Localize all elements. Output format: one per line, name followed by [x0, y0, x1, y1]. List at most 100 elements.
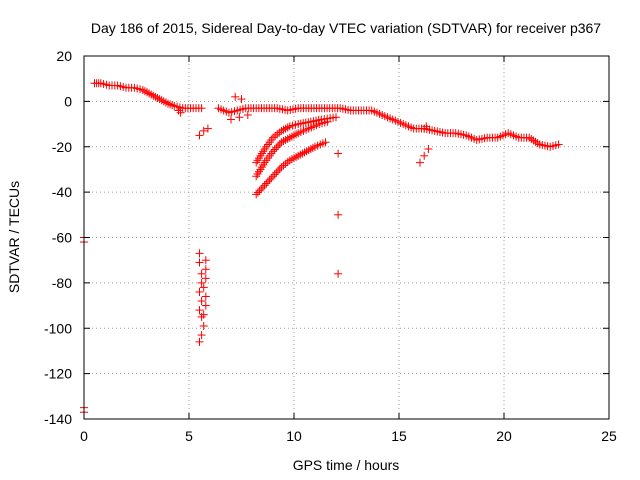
data-point [195, 249, 204, 258]
y-tick-label: 0 [64, 93, 72, 109]
data-point-fill [272, 168, 281, 177]
data-point [195, 287, 204, 296]
data-point-fill [259, 147, 268, 156]
data-point [155, 95, 164, 104]
data-point-fill [145, 89, 154, 98]
data-points [80, 79, 563, 417]
data-point-fill [298, 149, 307, 158]
data-point [243, 110, 252, 119]
data-point-fill [238, 104, 247, 113]
data-point-fill [153, 93, 162, 102]
data-point [277, 138, 286, 147]
data-point-fill [166, 100, 175, 109]
data-point-fill [491, 133, 500, 142]
data-point-fill [531, 137, 540, 146]
data-point-fill [512, 132, 521, 141]
data-point-fill [255, 186, 264, 195]
data-point-fill [283, 158, 292, 167]
x-tick-label: 5 [185, 428, 193, 444]
data-point-fill [527, 135, 536, 144]
data-point [201, 301, 210, 310]
data-point [201, 265, 210, 274]
data-point-fill [290, 154, 298, 163]
data-point-fill [270, 104, 279, 113]
data-point-fill [102, 80, 111, 89]
data-point-fill [470, 134, 479, 143]
data-point [334, 149, 343, 158]
y-tick-label: -80 [52, 275, 72, 291]
data-point-fill [287, 132, 296, 141]
data-point-fill [396, 118, 405, 127]
data-point-fill [265, 175, 274, 184]
data-point-fill [306, 145, 315, 154]
data-point [176, 108, 185, 117]
data-point-fill [263, 177, 272, 186]
data-point-fill [281, 124, 290, 133]
data-point-fill [344, 105, 353, 114]
data-point [199, 283, 208, 292]
data-point-fill [149, 91, 158, 100]
data-point [334, 210, 343, 219]
data-point-fill [308, 143, 317, 152]
data-point-fill [270, 170, 279, 179]
data-point [197, 331, 206, 340]
data-point [201, 274, 210, 283]
data-point-fill [291, 120, 300, 129]
data-point-fill [386, 114, 395, 123]
data-point-fill [551, 141, 560, 150]
data-point [237, 95, 246, 104]
data-point-fill [449, 129, 458, 138]
data-point [199, 321, 208, 330]
data-point-fill [271, 131, 280, 140]
data-point-fill [318, 139, 327, 148]
data-point-fill [279, 137, 288, 146]
data-point-fill [529, 136, 538, 145]
data-point-fill [304, 146, 313, 155]
data-point [164, 99, 172, 108]
data-point-fill [438, 128, 447, 137]
data-point-fill [275, 164, 284, 173]
data-point-fill [140, 87, 149, 96]
data-point-fill [270, 145, 279, 154]
y-axis-label: SDTVAR / TECUs [6, 181, 22, 293]
data-point-fill [365, 106, 374, 115]
y-tick-label: -20 [52, 139, 72, 155]
data-point [424, 145, 433, 154]
data-point [277, 163, 286, 172]
data-point-fill [302, 125, 311, 134]
data-point-fill [159, 97, 168, 106]
data-point [227, 115, 235, 124]
data-point-fill [161, 98, 170, 107]
data-point-fill [110, 81, 119, 90]
data-point [285, 156, 294, 165]
data-point-fill [194, 104, 203, 113]
data-point [199, 126, 208, 135]
data-point-fill [151, 92, 160, 101]
data-point-fill [273, 130, 282, 139]
data-point [195, 258, 204, 267]
x-tick-label: 15 [391, 428, 407, 444]
data-point-fill [267, 135, 276, 144]
data-point-fill [267, 149, 276, 158]
y-tick-label: -140 [44, 411, 72, 427]
data-point [277, 126, 286, 135]
data-point-fill [279, 161, 288, 170]
data-point-fill [281, 135, 290, 144]
chart-title: Day 186 of 2015, Sidereal Day-to-day VTE… [91, 20, 601, 36]
data-point [195, 306, 204, 315]
data-point [195, 131, 204, 140]
data-point-fill [333, 104, 342, 113]
data-point-fill [522, 133, 531, 142]
data-point-fill [329, 113, 338, 122]
data-point-fill [296, 150, 305, 159]
y-tick-label: 20 [56, 48, 72, 64]
x-tick-label: 10 [286, 428, 302, 444]
grid [84, 56, 609, 419]
data-point-fill [168, 101, 177, 110]
y-tick-label: -100 [44, 320, 72, 336]
data-point-fill [258, 183, 267, 192]
data-point-fill [375, 109, 384, 118]
axis-ticks: 0 5 10 15 20 25 20 0 -20 -40 -60 -80 -100 -120 -140 [44, 48, 617, 444]
x-tick-label: 0 [80, 428, 88, 444]
